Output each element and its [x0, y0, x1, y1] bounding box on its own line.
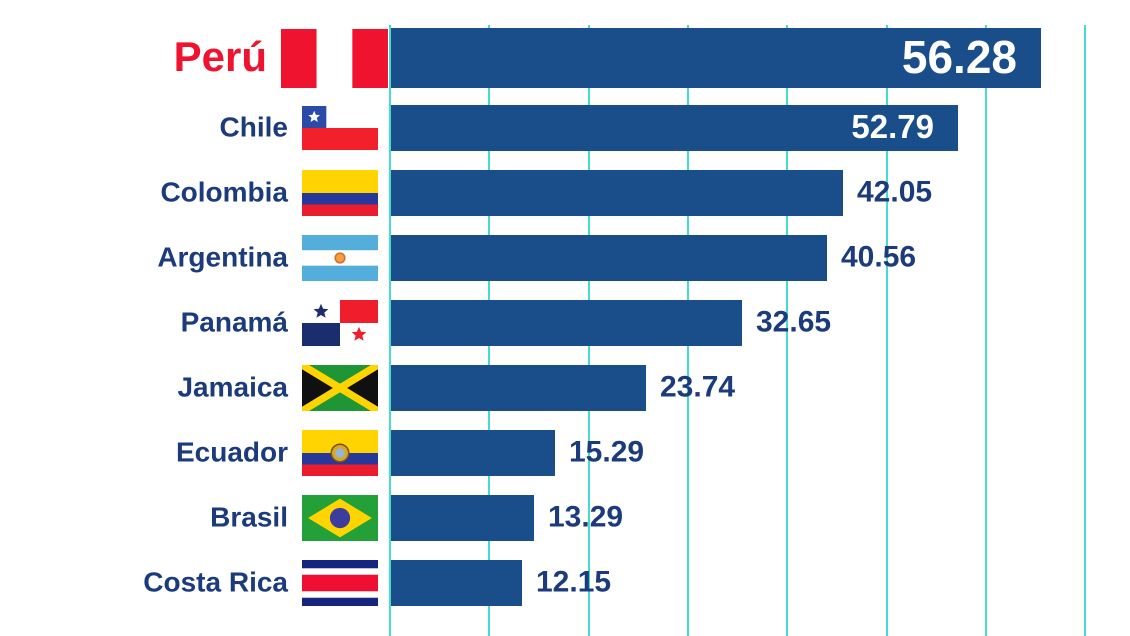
gridline [886, 25, 888, 636]
country-label: Brasil [210, 501, 288, 533]
value-bar [391, 430, 555, 476]
country-label: Costa Rica [143, 566, 288, 598]
value-label: 56.28 [901, 30, 1017, 83]
colombia-flag-icon [302, 170, 378, 216]
value-bar [391, 560, 522, 606]
value-label: 52.79 [851, 108, 934, 146]
value-label: 12.15 [536, 565, 612, 599]
country-label: Colombia [160, 176, 288, 208]
country-label: Ecuador [175, 436, 288, 468]
chile-flag-icon [302, 106, 378, 150]
brasil-flag-icon [302, 495, 378, 541]
value-label: 32.65 [756, 305, 832, 339]
value-bar [391, 235, 827, 281]
value-label: 42.05 [857, 175, 933, 209]
value-bar [391, 495, 534, 541]
value-bar [391, 365, 646, 411]
peru-flag-icon [281, 29, 388, 88]
panama-flag-icon [302, 300, 378, 346]
value-bar [391, 28, 1041, 88]
costa_rica-flag-icon [302, 560, 378, 606]
gridline [1084, 25, 1086, 636]
value-label: 13.29 [548, 500, 624, 534]
gridline [786, 25, 788, 636]
country-label: Jamaica [177, 371, 288, 403]
country-label: Chile [219, 111, 288, 143]
value-label: 23.74 [660, 370, 736, 404]
value-bar [391, 170, 843, 216]
jamaica-flag-icon [300, 361, 380, 415]
country-label: Panamá [180, 306, 288, 338]
argentina-flag-icon [302, 235, 378, 281]
country-label: Argentina [157, 241, 288, 273]
value-label: 40.56 [841, 240, 917, 274]
ecuador-flag-icon [302, 430, 378, 476]
value-bar [391, 300, 742, 346]
country-label: Perú [173, 33, 267, 81]
value-bar [391, 105, 958, 151]
value-label: 15.29 [569, 435, 645, 469]
gridline [389, 25, 391, 636]
gridline [985, 25, 987, 636]
